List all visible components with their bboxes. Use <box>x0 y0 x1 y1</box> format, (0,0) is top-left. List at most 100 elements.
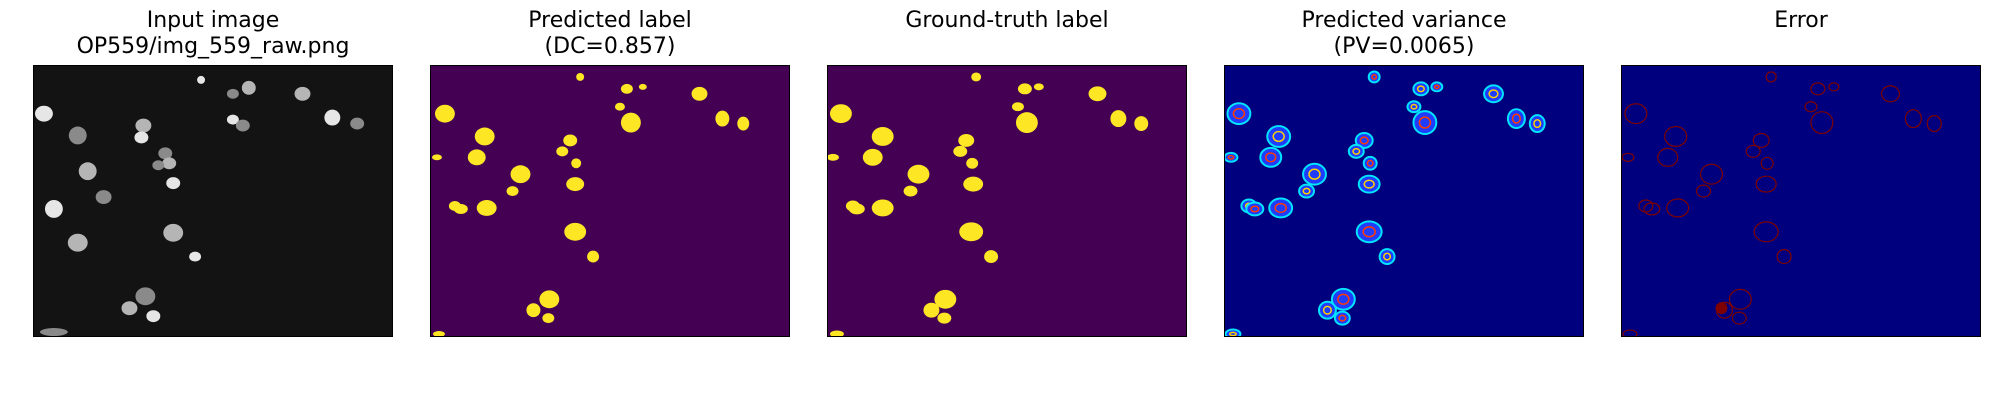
nucleus <box>1666 198 1690 218</box>
nucleus <box>937 312 952 324</box>
panel-predicted-label: Predicted label (DC=0.857) <box>430 0 790 400</box>
nucleus <box>1810 111 1834 135</box>
nucleus <box>1352 147 1361 155</box>
nucleus <box>121 301 138 316</box>
nucleus <box>152 160 165 171</box>
nucleus <box>564 222 587 241</box>
nucleus <box>226 114 239 125</box>
nucleus <box>1308 168 1321 180</box>
nucleus <box>1511 113 1521 124</box>
nucleus <box>1355 220 1383 244</box>
nucleus <box>587 250 600 263</box>
nucleus <box>1410 103 1418 110</box>
nucleus <box>1406 100 1422 114</box>
nucleus <box>1225 151 1239 163</box>
nucleus <box>432 331 445 336</box>
panel-title: Error <box>1621 8 1981 34</box>
nucleus <box>78 162 97 181</box>
nucleus <box>1362 226 1376 238</box>
nucleus <box>431 154 442 161</box>
nucleus <box>68 126 87 145</box>
panel-title: Predicted variance (PV=0.0065) <box>1224 8 1584 60</box>
nucleus <box>691 86 708 101</box>
title-line-1: Predicted variance <box>1301 8 1507 33</box>
nucleus <box>614 102 625 111</box>
nucleus <box>556 146 569 157</box>
nucleus <box>95 190 112 204</box>
nucleus <box>1506 108 1526 130</box>
nucleus <box>1371 73 1378 80</box>
nucleus <box>829 104 852 124</box>
nucleus <box>189 251 202 262</box>
nucleus <box>571 158 582 169</box>
nucleus <box>1622 152 1635 162</box>
nucleus <box>1416 85 1425 93</box>
nucleus <box>1227 154 1235 160</box>
nucleus <box>1412 110 1438 135</box>
nucleus <box>971 72 982 82</box>
image-input <box>33 65 393 337</box>
nucleus <box>1302 187 1311 195</box>
nucleus <box>324 109 341 126</box>
nucleus <box>1268 197 1294 219</box>
nucleus <box>39 328 68 336</box>
nucleus <box>1880 85 1901 103</box>
nucleus <box>1088 86 1107 102</box>
panel-error: Error <box>1621 0 1981 400</box>
nucleus <box>1322 305 1333 315</box>
nucleus <box>1378 248 1396 266</box>
title-line-2: Error <box>1774 8 1828 33</box>
nucleus <box>510 165 531 184</box>
nucleus <box>1624 103 1648 125</box>
nucleus <box>67 233 88 252</box>
nucleus <box>1926 115 1942 133</box>
nucleus <box>963 176 984 192</box>
nucleus <box>135 118 152 133</box>
nucleus <box>848 203 865 215</box>
nucleus <box>1643 202 1661 216</box>
nucleus <box>1804 101 1818 113</box>
nucleus <box>166 177 181 190</box>
nucleus <box>1728 288 1752 310</box>
nucleus <box>871 127 894 146</box>
nucleus <box>903 185 918 197</box>
nucleus <box>563 134 578 147</box>
nucleus <box>1412 81 1430 97</box>
nucleus <box>350 117 365 130</box>
nucleus <box>1664 125 1688 148</box>
nucleus <box>1232 107 1246 120</box>
nucleus <box>1017 83 1032 95</box>
nucleus <box>1015 112 1038 134</box>
nucleus <box>1752 132 1770 148</box>
nucleus <box>506 186 519 197</box>
nucleus <box>1383 252 1392 261</box>
panel-ground-truth-label: Ground-truth label <box>827 0 1187 400</box>
nucleus <box>1715 302 1728 315</box>
nucleus <box>1657 147 1679 167</box>
nucleus <box>1904 109 1922 129</box>
nucleus <box>1488 89 1499 99</box>
nucleus <box>1483 84 1504 104</box>
nucleus <box>1528 114 1546 134</box>
nucleus <box>1338 314 1347 322</box>
nucleus <box>953 145 968 157</box>
nucleus <box>737 116 750 131</box>
nucleus <box>294 86 311 101</box>
title-line-1: Input image <box>146 8 280 33</box>
panel-title: Predicted label (DC=0.857) <box>430 8 790 60</box>
title-line-2: (DC=0.857) <box>544 34 676 59</box>
nucleus <box>1033 83 1044 91</box>
nucleus <box>1753 221 1779 243</box>
panel-input-image: Input image OP559/img_559_raw.png <box>33 0 393 400</box>
nucleus <box>1226 102 1252 126</box>
nucleus <box>1828 82 1840 92</box>
nucleus <box>984 250 999 264</box>
title-line-1: Predicted label <box>528 8 692 33</box>
nucleus <box>1134 116 1149 132</box>
image-predicted-label <box>430 65 790 337</box>
nucleus <box>1755 175 1777 193</box>
nucleus <box>1638 199 1654 213</box>
nucleus <box>1298 183 1315 199</box>
nucleus <box>1367 70 1381 84</box>
nucleus <box>1533 119 1542 129</box>
